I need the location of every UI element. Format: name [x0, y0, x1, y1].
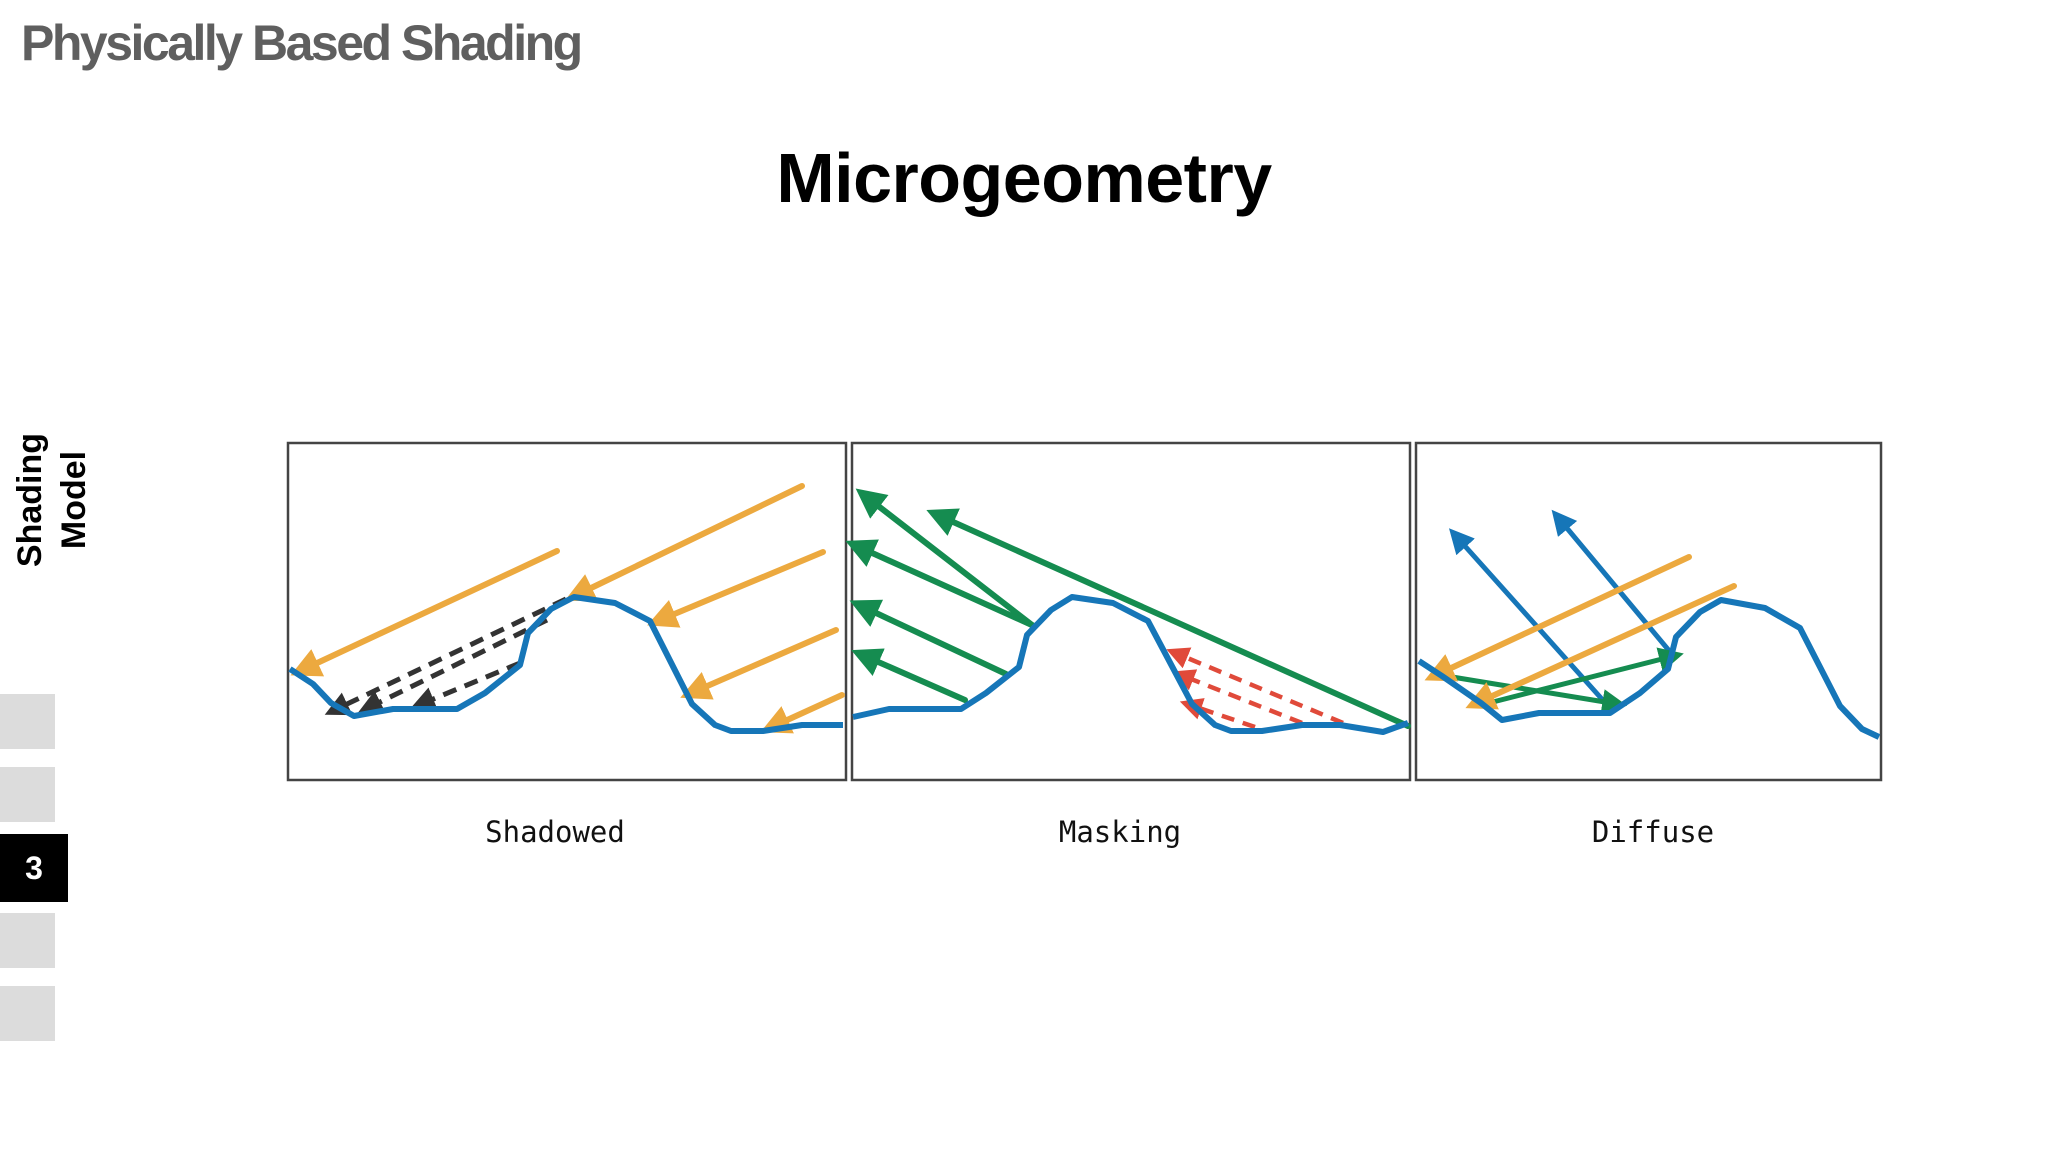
caption-masking: Masking [1058, 815, 1182, 849]
slide-thumbnail-2[interactable] [0, 767, 55, 822]
microsurface-profile [852, 594, 1410, 735]
reflected-rays [845, 488, 1411, 729]
shadowed-rays [324, 596, 568, 716]
deck-title: Physically Based Shading [21, 15, 583, 71]
incoming-light-rays [290, 483, 845, 734]
incoming-light-rays [1424, 554, 1737, 710]
diffuse-bounce-rays [1437, 647, 1684, 714]
slide-thumbnail-4[interactable] [0, 913, 55, 968]
panel-frame [286, 441, 848, 782]
panel-frame [1414, 441, 1883, 782]
masked-rays [1166, 647, 1344, 730]
microsurface-profile [288, 594, 843, 734]
panel-shadowed [286, 441, 848, 782]
panel-masking [845, 441, 1412, 782]
slide-thumbnail-current[interactable]: 3 [0, 834, 68, 902]
slide-thumbnail-1[interactable] [0, 694, 55, 749]
panel-diffuse [1414, 441, 1883, 782]
microsurface-profile [1417, 597, 1881, 740]
caption-diffuse: Diffuse [1591, 815, 1715, 849]
slide-thumbnail-5[interactable] [0, 986, 55, 1041]
slide-title: Microgeometry [776, 139, 1272, 217]
caption-shadowed: Shadowed [485, 815, 625, 849]
